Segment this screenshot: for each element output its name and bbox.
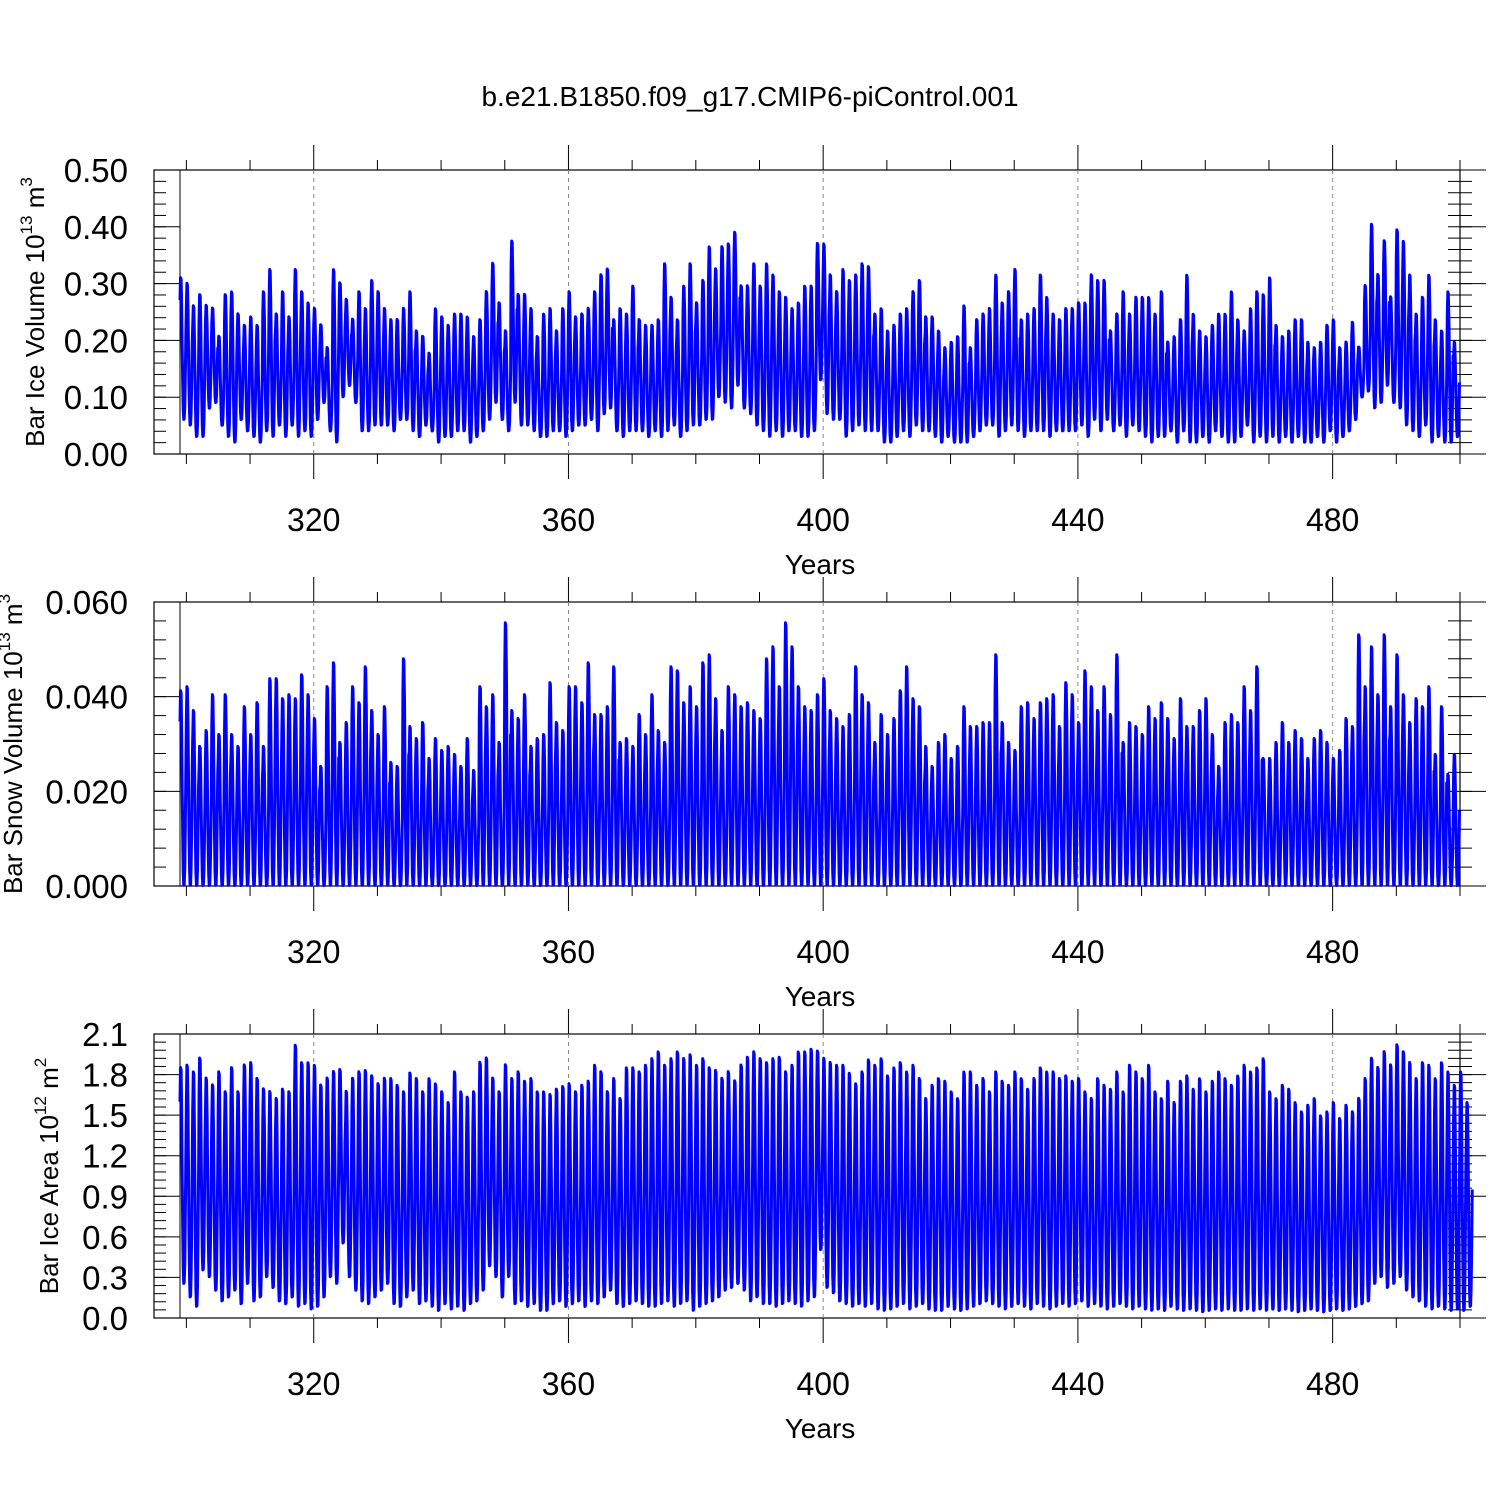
y-axis-label-exponent: 12 [31,1096,50,1115]
figure-title: b.e21.B1850.f09_g17.CMIP6-piControl.001 [481,81,1018,112]
x-axis-label: Years [785,1413,856,1444]
y-axis-label: Bar Ice Volume 1013 m3 [17,177,50,447]
y-tick-label: 0.040 [45,679,128,716]
y-tick-label: 1.8 [82,1057,128,1094]
panel-1: 320 360 400 440 480 Years 0.00 0.10 0.20 0.30 0.40… [17,145,1486,580]
y-axis-label-text: Bar Snow Volume 10 [0,651,28,894]
y-tick-label: 0.060 [45,584,128,621]
x-tick-label: 320 [287,502,340,538]
x-tick-label: 440 [1051,934,1104,970]
x-tick-label: 400 [796,934,849,970]
y-tick-label: 2.1 [82,1016,128,1053]
y-axis-label-unit: m [0,603,28,632]
panel-2: 320 360 400 440 480 Years 0.000 0.020 0.040 0.060… [0,577,1486,1012]
y-axis-label-unit: m [20,187,50,216]
x-tick-label: 440 [1051,1366,1104,1402]
y-tick-label: 0.50 [64,152,128,189]
y-tick-label: 0.30 [64,266,128,303]
y-tick-label: 1.5 [82,1097,128,1134]
y-tick-label: 0.000 [45,868,128,905]
x-tick-label: 480 [1306,934,1359,970]
plot-frame [153,169,1461,455]
y-axis-label-text: Bar Ice Area 10 [34,1115,64,1294]
series-line-1 [178,1043,1474,1314]
x-tick-label: 400 [796,1366,849,1402]
y-tick-label: 0.0 [82,1300,128,1337]
y-axis-label-exponent: 13 [0,632,14,651]
x-tick-label: 400 [796,502,849,538]
x-tick-label: 360 [542,1366,595,1402]
x-tick-label: 360 [542,502,595,538]
x-tick-label: 440 [1051,502,1104,538]
y-tick-label: 0.9 [82,1178,128,1215]
y-tick-label: 0.20 [64,322,128,359]
x-tick-label: 320 [287,934,340,970]
y-tick-label: 0.020 [45,773,128,810]
x-tick-label: 360 [542,934,595,970]
x-tick-label: 320 [287,1366,340,1402]
x-axis-label: Years [785,981,856,1012]
panels: 320 360 400 440 480 Years 0.00 0.10 0.20 0.30 0.40… [0,145,1486,1444]
x-tick-label: 480 [1306,1366,1359,1402]
y-tick-label: 0.10 [64,379,128,416]
series-line-1 [178,621,1461,888]
y-axis-label-exponent: 13 [17,215,36,234]
y-tick-label: 0.40 [64,209,128,246]
y-axis-label: Bar Ice Area 1012 m2 [31,1058,64,1295]
x-tick-label: 480 [1306,502,1359,538]
y-axis-label-text: Bar Ice Volume 10 [20,234,50,446]
y-axis-label-unit: m [34,1067,64,1096]
y-axis-label-unit-exponent: 3 [17,177,36,186]
x-axis-label: Years [785,549,856,580]
y-tick-label: 0.00 [64,436,128,473]
y-axis-label-unit-exponent: 3 [0,594,14,603]
panel-3: 320 360 400 440 480 Years 0.0 0.30.6 0.91.2 1.51.… [31,1009,1486,1444]
y-tick-label: 0.6 [82,1219,128,1256]
y-tick-label: 1.2 [82,1138,128,1175]
y-tick-label: 0.3 [82,1259,128,1296]
series-line-1 [178,222,1461,444]
y-axis-label: Bar Snow Volume 1013 m3 [0,594,28,894]
y-axis-label-unit-exponent: 2 [31,1058,50,1067]
